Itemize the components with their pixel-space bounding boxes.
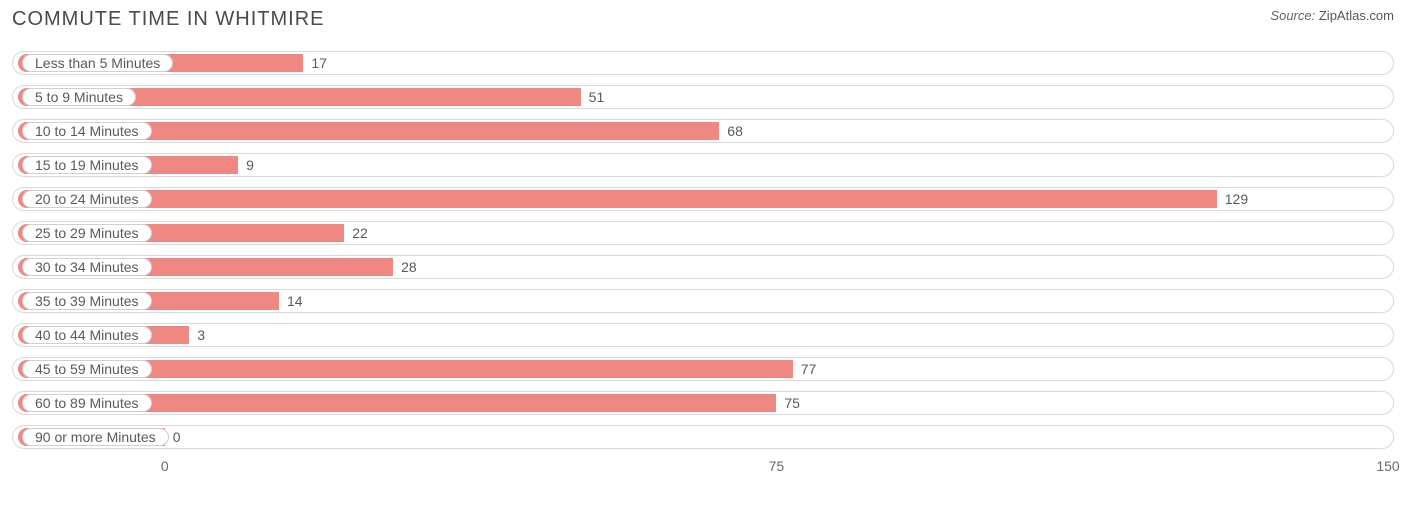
bar-row: 22 25 to 29 Minutes [12,218,1394,248]
x-axis-tick-label: 150 [1376,458,1399,474]
source-value: ZipAtlas.com [1319,8,1394,23]
bar-value-label: 17 [311,55,327,71]
category-label: 30 to 34 Minutes [22,258,152,276]
chart-container: COMMUTE TIME IN WHITMIRE Source: ZipAtla… [0,0,1406,523]
bar-row: 17 Less than 5 Minutes [12,48,1394,78]
bar-row: 77 45 to 59 Minutes [12,354,1394,384]
category-label: 90 or more Minutes [22,428,169,446]
category-label: 5 to 9 Minutes [22,88,136,106]
bar-row: 129 20 to 24 Minutes [12,184,1394,214]
bar-row: 3 40 to 44 Minutes [12,320,1394,350]
bar-value-label: 68 [727,123,743,139]
category-label: 10 to 14 Minutes [22,122,152,140]
chart-title: COMMUTE TIME IN WHITMIRE [12,8,325,31]
bar-value-label: 9 [246,157,254,173]
x-axis-tick-label: 75 [769,458,785,474]
category-label: 40 to 44 Minutes [22,326,152,344]
x-axis-tick-label: 0 [161,458,169,474]
category-label: 35 to 39 Minutes [22,292,152,310]
bar-value-label: 51 [589,89,605,105]
bar-value-label: 75 [784,395,800,411]
bar-row: 68 10 to 14 Minutes [12,116,1394,146]
bar-row: 9 15 to 19 Minutes [12,150,1394,180]
bar-row: 51 5 to 9 Minutes [12,82,1394,112]
bar-track [12,323,1394,347]
category-label: 20 to 24 Minutes [22,190,152,208]
bar-value-label: 14 [287,293,303,309]
header: COMMUTE TIME IN WHITMIRE Source: ZipAtla… [12,8,1394,40]
chart-plot-area: 17 Less than 5 Minutes 51 5 to 9 Minutes 68 1… [12,48,1394,452]
category-label: 45 to 59 Minutes [22,360,152,378]
bar-value-label: 3 [197,327,205,343]
category-label: 25 to 29 Minutes [22,224,152,242]
bar-row: 090 or more Minutes [12,422,1394,452]
source-label: Source: [1270,8,1315,23]
x-axis: 075150 [12,456,1394,486]
bar-value-label: 28 [401,259,417,275]
source-attribution: Source: ZipAtlas.com [1270,8,1394,23]
bar [18,190,1217,208]
bar-row: 28 30 to 34 Minutes [12,252,1394,282]
bar-value-label: 0 [173,429,181,445]
bar-value-label: 129 [1225,191,1248,207]
category-label: Less than 5 Minutes [22,54,173,72]
bar-value-label: 22 [352,225,368,241]
category-label: 15 to 19 Minutes [22,156,152,174]
bar-value-label: 77 [801,361,817,377]
category-label: 60 to 89 Minutes [22,394,152,412]
bar-wrap: 129 [18,190,1248,208]
bar-row: 14 35 to 39 Minutes [12,286,1394,316]
bar-track [12,425,1394,449]
bar-row: 75 60 to 89 Minutes [12,388,1394,418]
